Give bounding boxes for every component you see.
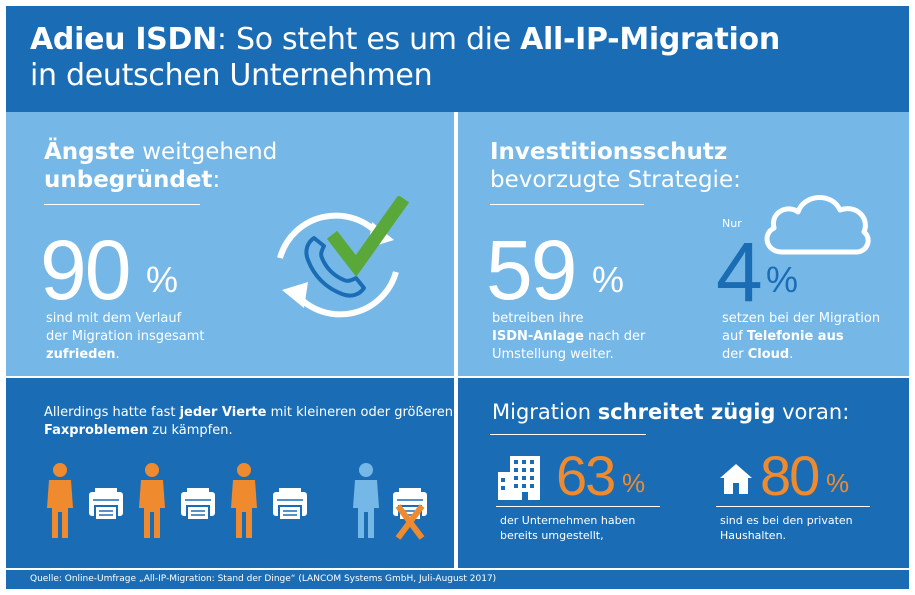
house-icon <box>720 464 752 494</box>
title-bold-2: All-IP-Migration <box>520 22 780 57</box>
fears-description: sind mit dem Verlauf der Migration insge… <box>46 310 205 364</box>
cloud-desc-bold-2: Cloud <box>747 347 790 362</box>
fax-text-bold-2: Faxproblemen <box>44 423 149 438</box>
title-rest-1: : So steht es um die <box>216 22 521 57</box>
fears-value: 90 <box>40 223 131 317</box>
households-desc-line-2: Haushalten. <box>720 529 787 542</box>
households-description: sind es bei den privaten Haushalten. <box>720 513 853 543</box>
cloud-description: setzen bei der Migration auf Telefonie a… <box>722 310 880 364</box>
fears-unit: % <box>146 259 179 300</box>
cloud-value: 4 <box>716 225 763 319</box>
cloud-desc-line-2: auf <box>722 329 747 344</box>
title-line-2: in deutschen Unternehmen <box>30 58 433 93</box>
fears-heading-colon: : <box>212 167 221 193</box>
cloud-desc-line-1: setzen bei der Migration <box>722 311 881 326</box>
fears-heading: Ängste weitgehend unbegründet: <box>44 138 277 194</box>
person-icon-affected <box>353 463 379 538</box>
protection-desc-bold: ISDN-Anlage <box>492 329 584 344</box>
panel-protection <box>458 112 909 376</box>
companies-divider <box>496 506 660 507</box>
fax-text-1: Allerdings hatte fast <box>44 405 180 420</box>
protection-heading: Investitionsschutz bevorzugte Strategie: <box>490 138 741 194</box>
fax-icon-affected <box>392 487 428 521</box>
cloud-icon <box>764 195 871 255</box>
fax-text: Allerdings hatte fast jeder Vierte mit k… <box>44 404 453 440</box>
migration-divider <box>490 434 646 435</box>
person-icon <box>139 463 165 538</box>
companies-value: 63 <box>556 444 616 507</box>
companies-desc-line-1: der Unternehmen haben <box>500 514 636 527</box>
title-bold-1: Adieu ISDN <box>30 22 217 57</box>
fax-pictogram <box>47 463 428 540</box>
fax-text-2: mit kleineren oder größeren <box>266 405 453 420</box>
protection-heading-rest: bevorzugte Strategie: <box>490 167 741 193</box>
panel-fax <box>6 378 454 568</box>
fears-heading-bold: Ängste <box>44 139 135 165</box>
fax-icon <box>180 487 216 521</box>
fax-text-bold-1: jeder Vierte <box>179 405 267 420</box>
protection-description: betreiben ihre ISDN-Anlage nach der Umst… <box>492 310 645 364</box>
migration-heading-bold: schreitet zügig <box>597 400 776 424</box>
fax-icon <box>272 487 308 521</box>
page-title: Adieu ISDN: So steht es um die All-IP-Mi… <box>30 22 780 94</box>
fears-heading-bold-2: unbegründet <box>44 167 213 193</box>
fax-icon <box>88 487 124 521</box>
households-value: 80 <box>760 444 820 507</box>
phone-refresh-check-icon <box>277 196 410 318</box>
fears-desc-line-2: der Migration insgesamt <box>46 329 205 344</box>
protection-desc-line-2: nach der <box>583 329 646 344</box>
protection-desc-line-1: betreiben ihre <box>492 311 584 326</box>
cloud-desc-line-3: der <box>722 347 748 362</box>
households-unit: % <box>826 468 850 498</box>
households-divider <box>716 506 870 507</box>
header-band <box>6 6 909 112</box>
fears-desc-line-1: sind mit dem Verlauf <box>46 311 182 326</box>
protection-value: 59 <box>486 223 577 317</box>
protection-unit: % <box>592 259 625 300</box>
fax-text-3: zu kämpfen. <box>148 423 233 438</box>
fears-desc-bold: zufrieden <box>46 347 116 362</box>
cross-icon <box>395 504 425 540</box>
migration-heading: Migration schreitet zügig voran: <box>492 398 849 426</box>
protection-divider <box>490 204 644 205</box>
cloud-prefix: Nur <box>722 217 742 230</box>
cloud-desc-end: . <box>789 347 794 362</box>
person-icon <box>231 463 257 538</box>
migration-heading-1: Migration <box>492 400 598 424</box>
fears-heading-rest: weitgehend <box>134 139 278 165</box>
footer-band <box>6 570 909 589</box>
migration-heading-2: voran: <box>775 400 850 424</box>
fears-divider <box>44 204 200 205</box>
source-note: Quelle: Online-Umfrage „All-IP-Migration… <box>30 574 497 584</box>
companies-description: der Unternehmen haben bereits umgestellt… <box>500 513 635 543</box>
cloud-desc-bold-1: Telefonie aus <box>746 329 844 344</box>
building-icon <box>498 456 540 500</box>
protection-desc-line-3: Umstellung weiter. <box>492 347 614 362</box>
cloud-unit: % <box>766 259 799 300</box>
companies-unit: % <box>622 468 646 498</box>
companies-desc-line-2: bereits umgestellt, <box>500 529 604 542</box>
households-desc-line-1: sind es bei den privaten <box>720 514 853 527</box>
protection-heading-bold: Investitionsschutz <box>490 139 728 165</box>
fears-desc-end: . <box>115 347 120 362</box>
person-icon <box>47 463 73 538</box>
